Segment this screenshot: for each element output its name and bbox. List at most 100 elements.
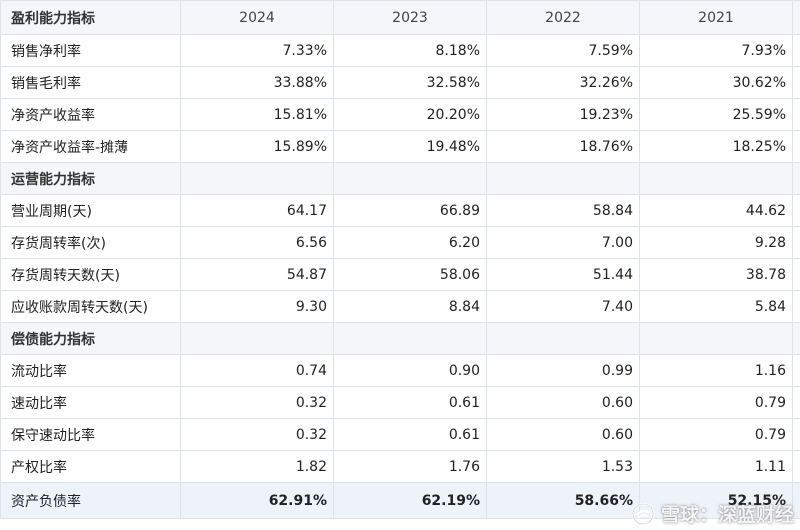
empty-cell	[639, 162, 793, 195]
row-label: 保守速动比率	[0, 418, 181, 451]
value-cell-2021: 44.62	[639, 194, 793, 227]
value-cell-2024: 0.74	[180, 354, 334, 387]
value-cell-2024: 0.32	[180, 418, 334, 451]
table-row: 销售净利率 7.33% 8.18% 7.59% 7.93%	[0, 34, 800, 67]
cut-off-column	[792, 258, 800, 291]
row-label: 应收账款周转天数(天)	[0, 290, 181, 323]
value-cell-2021: 0.79	[639, 386, 793, 419]
value-cell-2022: 7.59%	[486, 34, 640, 67]
value-cell-2024: 64.17	[180, 194, 334, 227]
value-cell-2021: 30.62%	[639, 66, 793, 99]
value-cell-2022: 32.26%	[486, 66, 640, 99]
value-cell-2022: 7.40	[486, 290, 640, 323]
section-title: 偿债能力指标	[0, 322, 181, 355]
table-row: 存货周转率(次) 6.56 6.20 7.00 9.28	[0, 226, 800, 259]
value-cell-2023: 8.18%	[333, 34, 487, 67]
value-cell-2023: 6.20	[333, 226, 487, 259]
cut-off-column	[792, 0, 800, 35]
empty-cell	[180, 162, 334, 195]
value-cell-2021: 5.84	[639, 290, 793, 323]
section-title: 盈利能力指标	[0, 0, 181, 35]
value-cell-2023: 0.61	[333, 386, 487, 419]
value-cell-2022: 7.00	[486, 226, 640, 259]
value-cell-2021: 1.16	[639, 354, 793, 387]
value-cell-2021: 0.79	[639, 418, 793, 451]
value-cell-2024: 1.82	[180, 450, 334, 483]
section-title: 运营能力指标	[0, 162, 181, 195]
value-cell-2021: 7.93%	[639, 34, 793, 67]
value-cell-2023: 20.20%	[333, 98, 487, 131]
row-label: 流动比率	[0, 354, 181, 387]
value-cell-2022: 19.23%	[486, 98, 640, 131]
cut-off-column	[792, 354, 800, 387]
cut-off-column	[792, 418, 800, 451]
value-cell-2024: 62.91%	[180, 482, 334, 519]
year-header-2022: 2022	[486, 0, 640, 35]
cut-off-column	[792, 162, 800, 195]
cut-off-column	[792, 194, 800, 227]
cut-off-column	[792, 482, 800, 519]
value-cell-2022: 58.66%	[486, 482, 640, 519]
year-header-2021: 2021	[639, 0, 793, 35]
value-cell-2022: 1.53	[486, 450, 640, 483]
value-cell-2023: 66.89	[333, 194, 487, 227]
row-label: 存货周转天数(天)	[0, 258, 181, 291]
row-label: 存货周转率(次)	[0, 226, 181, 259]
value-cell-2024: 54.87	[180, 258, 334, 291]
value-cell-2023: 32.58%	[333, 66, 487, 99]
table-row: 净资产收益率 15.81% 20.20% 19.23% 25.59%	[0, 98, 800, 131]
cut-off-column	[792, 322, 800, 355]
year-header-2023: 2023	[333, 0, 487, 35]
value-cell-2022: 0.60	[486, 386, 640, 419]
value-cell-2022: 18.76%	[486, 130, 640, 163]
cut-off-column	[792, 290, 800, 323]
value-cell-2021: 25.59%	[639, 98, 793, 131]
value-cell-2024: 33.88%	[180, 66, 334, 99]
value-cell-2022: 0.60	[486, 418, 640, 451]
value-cell-2021: 38.78	[639, 258, 793, 291]
value-cell-2024: 6.56	[180, 226, 334, 259]
empty-cell	[333, 162, 487, 195]
table-row: 保守速动比率 0.32 0.61 0.60 0.79	[0, 418, 800, 451]
value-cell-2023: 62.19%	[333, 482, 487, 519]
row-label: 资产负债率	[0, 482, 181, 519]
value-cell-2022: 51.44	[486, 258, 640, 291]
table-row: 资产负债率 62.91% 62.19% 58.66% 52.15%	[0, 482, 800, 519]
row-label: 净资产收益率	[0, 98, 181, 131]
section-header-row: 偿债能力指标	[0, 322, 800, 355]
value-cell-2023: 8.84	[333, 290, 487, 323]
empty-cell	[486, 162, 640, 195]
financial-indicators-table: 盈利能力指标 2024 2023 2022 2021 销售净利率 7.33% 8.1…	[0, 0, 800, 519]
row-label: 销售毛利率	[0, 66, 181, 99]
empty-cell	[639, 322, 793, 355]
cut-off-column	[792, 386, 800, 419]
table-row: 流动比率 0.74 0.90 0.99 1.16	[0, 354, 800, 387]
table-row: 应收账款周转天数(天) 9.30 8.84 7.40 5.84	[0, 290, 800, 323]
cut-off-column	[792, 98, 800, 131]
table-header-row: 盈利能力指标 2024 2023 2022 2021	[0, 0, 800, 35]
value-cell-2024: 15.81%	[180, 98, 334, 131]
value-cell-2023: 0.61	[333, 418, 487, 451]
value-cell-2024: 15.89%	[180, 130, 334, 163]
table-row: 速动比率 0.32 0.61 0.60 0.79	[0, 386, 800, 419]
table-row: 销售毛利率 33.88% 32.58% 32.26% 30.62%	[0, 66, 800, 99]
cut-off-column	[792, 34, 800, 67]
value-cell-2024: 0.32	[180, 386, 334, 419]
table-row: 净资产收益率-摊薄 15.89% 19.48% 18.76% 18.25%	[0, 130, 800, 163]
cut-off-column	[792, 66, 800, 99]
cut-off-column	[792, 130, 800, 163]
value-cell-2023: 58.06	[333, 258, 487, 291]
value-cell-2021: 18.25%	[639, 130, 793, 163]
row-label: 速动比率	[0, 386, 181, 419]
value-cell-2024: 9.30	[180, 290, 334, 323]
row-label: 销售净利率	[0, 34, 181, 67]
section-header-row: 运营能力指标	[0, 162, 800, 195]
value-cell-2021: 9.28	[639, 226, 793, 259]
row-label: 净资产收益率-摊薄	[0, 130, 181, 163]
empty-cell	[333, 322, 487, 355]
empty-cell	[180, 322, 334, 355]
empty-cell	[486, 322, 640, 355]
year-header-2024: 2024	[180, 0, 334, 35]
table-row: 存货周转天数(天) 54.87 58.06 51.44 38.78	[0, 258, 800, 291]
